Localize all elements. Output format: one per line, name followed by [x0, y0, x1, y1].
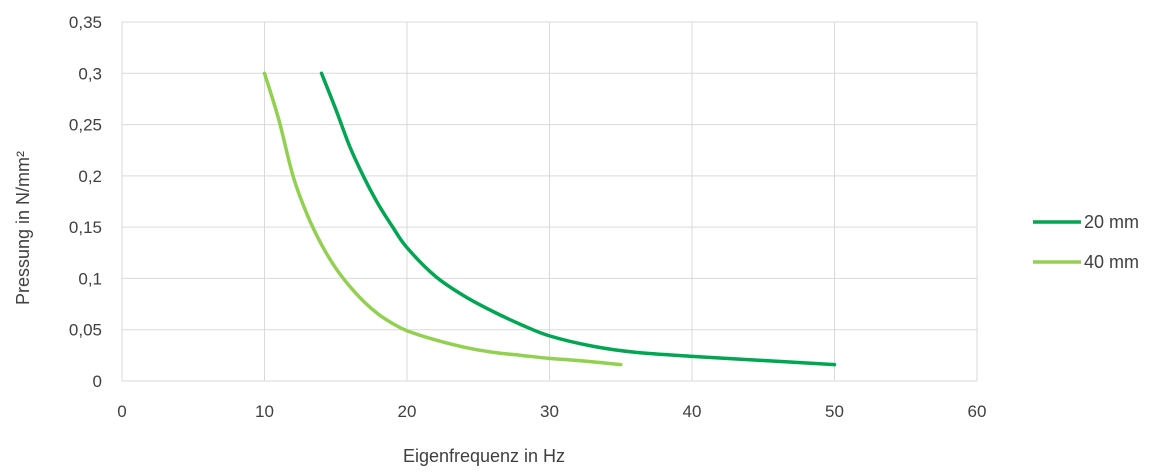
x-tick-label: 60	[968, 402, 987, 421]
y-tick-label: 0,1	[78, 269, 102, 288]
x-tick-label: 30	[540, 402, 559, 421]
legend-label: 20 mm	[1084, 212, 1139, 232]
legend-label: 40 mm	[1084, 252, 1139, 272]
tick-labels: 0 0,05 0,1 0,15 0,2 0,25 0,3 0,35 0 10 20 30 40 50 60	[69, 13, 987, 421]
series-line-1	[322, 73, 835, 364]
legend: 20 mm 40 mm	[1033, 212, 1139, 272]
y-axis-title: Pressung in N/mm²	[13, 151, 33, 305]
x-tick-label: 40	[683, 402, 702, 421]
x-axis-title: Eigenfrequenz in Hz	[403, 446, 565, 466]
series-line-2	[265, 73, 621, 364]
y-tick-label: 0,35	[69, 13, 102, 32]
y-tick-label: 0,3	[78, 64, 102, 83]
x-tick-label: 10	[255, 402, 274, 421]
y-tick-label: 0,05	[69, 321, 102, 340]
y-tick-label: 0	[93, 372, 102, 391]
y-tick-label: 0,2	[78, 167, 102, 186]
x-tick-label: 20	[398, 402, 417, 421]
x-tick-label: 0	[117, 402, 126, 421]
y-tick-label: 0,25	[69, 116, 102, 135]
y-tick-label: 0,15	[69, 218, 102, 237]
x-tick-label: 50	[825, 402, 844, 421]
gridlines	[122, 22, 977, 381]
